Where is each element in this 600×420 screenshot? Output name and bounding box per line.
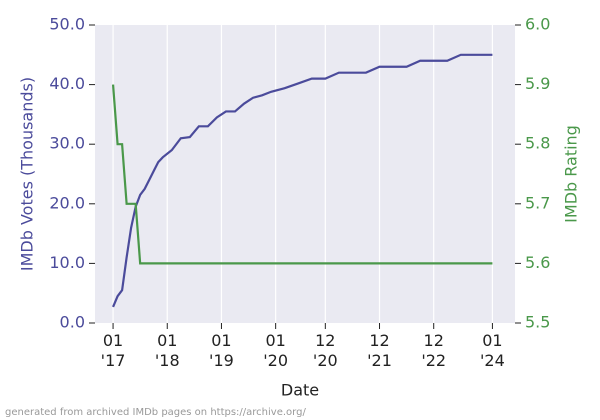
footnote: generated from archived IMDb pages on ht… — [5, 407, 306, 418]
x-tick-label: 12 '20 — [312, 331, 338, 370]
y-tick-label: 30.0 — [49, 134, 85, 153]
series-line — [111, 84, 493, 265]
plot-area — [95, 25, 515, 323]
y2-axis-label: IMDb Rating — [562, 125, 581, 223]
x-tick-label: 01 '20 — [263, 331, 289, 370]
y-axis-label: IMDb Votes (Thousands) — [18, 77, 37, 271]
y-tick-label: 20.0 — [49, 193, 85, 212]
y2-tick-label: 5.6 — [525, 253, 550, 272]
y2-tick-label: 6.0 — [525, 15, 550, 34]
y-tick-label: 40.0 — [49, 74, 85, 93]
x-tick-label: 01 '24 — [480, 331, 505, 370]
y-tick-label: 0.0 — [60, 313, 85, 332]
x-tick-label: 01 '19 — [209, 331, 234, 370]
y2-tick-label: 5.8 — [525, 134, 550, 153]
x-tick-label: 12 '21 — [367, 331, 392, 370]
y2-tick-label: 5.5 — [525, 313, 550, 332]
y2-tick-label: 5.9 — [525, 74, 550, 93]
y2-tick-label: 5.7 — [525, 193, 550, 212]
series-line — [112, 53, 493, 308]
x-axis-label: Date — [281, 381, 319, 400]
y-tick-label: 10.0 — [49, 253, 85, 272]
x-tick-label: 01 '18 — [154, 331, 180, 370]
x-tick-label: 01 '17 — [100, 331, 126, 370]
x-tick-label: 12 '22 — [421, 331, 447, 370]
y-tick-label: 50.0 — [49, 15, 85, 34]
